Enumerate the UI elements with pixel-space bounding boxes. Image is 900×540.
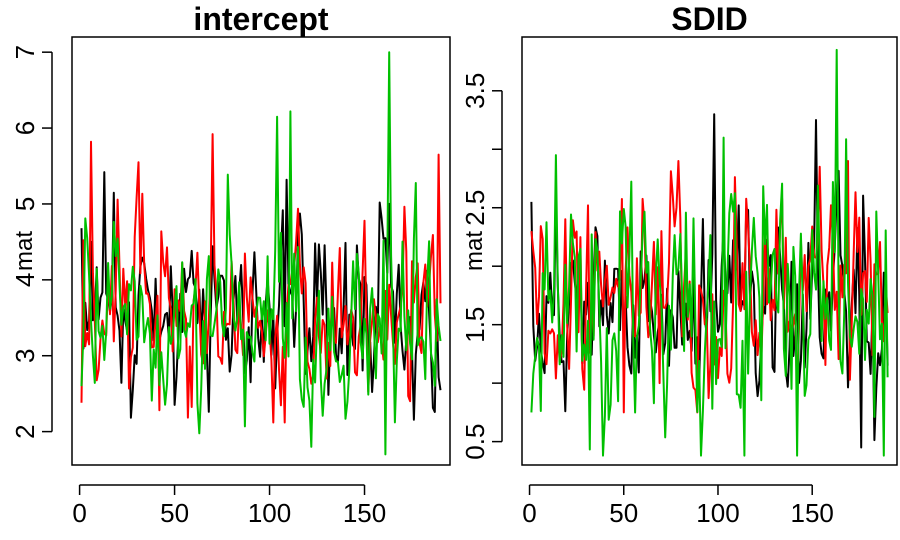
y-tick-label: 3: [10, 348, 40, 362]
x-tick-label: 50: [160, 498, 189, 528]
x-tick-label: 150: [343, 498, 386, 528]
y-tick-label: 2: [10, 424, 40, 438]
y-tick-label: 3.5: [460, 73, 490, 109]
y-axis-label: mat: [461, 231, 488, 271]
x-tick-label: 100: [696, 498, 739, 528]
x-tick-label: 100: [248, 498, 291, 528]
chart-title: SDID: [671, 1, 747, 37]
y-tick-label: 5: [10, 197, 40, 211]
chart-panel-1: 0 50 100 150 2 3 4 5 6 7 intercept mat: [10, 1, 451, 528]
y-tick-label: 1.5: [460, 307, 490, 343]
x-tick-label: 150: [791, 498, 834, 528]
series-line-3: [530, 48, 889, 457]
x-tick-label: 50: [609, 498, 638, 528]
x-tick-label: 0: [72, 498, 86, 528]
x-tick-label: 0: [522, 498, 536, 528]
chart-panel-2: 0 50 100 150 0.5 1.5 2.5 3.5 SDID mat: [460, 1, 898, 528]
plot-frame: [521, 36, 898, 466]
plot-frame: [71, 36, 451, 466]
y-tick-label: 0.5: [460, 424, 490, 460]
y-tick-label: 7: [10, 45, 40, 59]
y-tick-label: 6: [10, 121, 40, 135]
chart-title: intercept: [193, 1, 328, 37]
y-tick-label: 4: [10, 273, 40, 287]
y-tick-label: 2.5: [460, 190, 490, 226]
y-axis-label: mat: [11, 231, 38, 271]
series-line-3: [80, 51, 442, 456]
